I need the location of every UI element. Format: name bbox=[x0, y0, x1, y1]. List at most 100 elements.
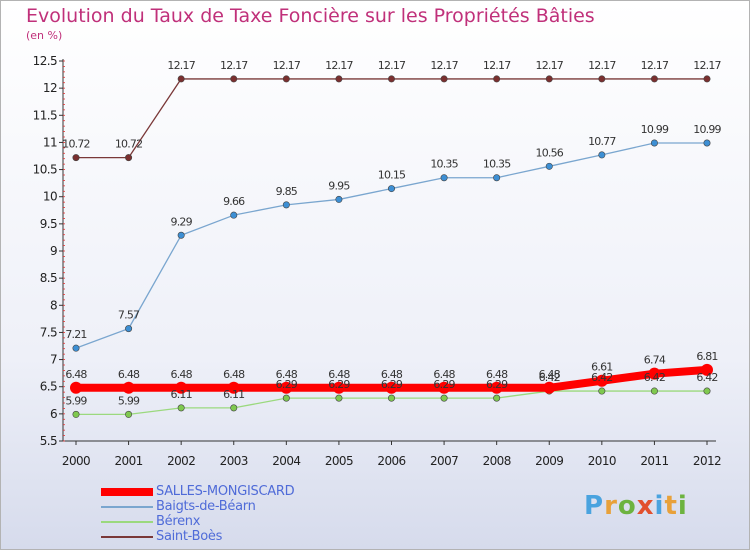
x-tick-label: 2011 bbox=[640, 454, 668, 468]
data-label: 6.42 bbox=[591, 371, 612, 384]
data-point bbox=[72, 154, 80, 162]
y-tick-label: 11 bbox=[43, 135, 57, 149]
y-tick-label: 10.5 bbox=[33, 163, 57, 177]
data-label: 12.17 bbox=[536, 59, 564, 72]
data-label: 6.42 bbox=[696, 371, 717, 384]
data-label: 9.95 bbox=[328, 179, 350, 192]
data-point bbox=[703, 139, 711, 147]
data-point bbox=[598, 387, 606, 395]
data-label: 6.42 bbox=[539, 371, 560, 384]
x-tick-label: 2000 bbox=[62, 454, 90, 468]
data-label: 6.29 bbox=[381, 378, 403, 391]
data-label: 6.61 bbox=[591, 361, 612, 374]
data-point bbox=[650, 387, 658, 395]
y-tick-label: 5.5 bbox=[40, 434, 57, 448]
data-point bbox=[701, 363, 713, 376]
logo-letter: t bbox=[664, 491, 678, 521]
data-point bbox=[282, 394, 290, 402]
data-label: 6.29 bbox=[328, 378, 350, 391]
data-label: 12.17 bbox=[430, 59, 458, 72]
legend-swatch bbox=[101, 488, 153, 496]
y-tick-label: 9 bbox=[50, 244, 57, 258]
x-tick-label: 2002 bbox=[167, 454, 195, 468]
data-label: 12.17 bbox=[693, 59, 721, 72]
data-point bbox=[598, 151, 606, 159]
data-point bbox=[438, 381, 451, 394]
data-label: 6.29 bbox=[486, 378, 508, 391]
x-tick-label: 2006 bbox=[377, 454, 405, 468]
logo-letter: r bbox=[604, 491, 618, 521]
x-tick-label: 2003 bbox=[220, 454, 248, 468]
data-point bbox=[387, 75, 395, 83]
data-label: 6.29 bbox=[433, 378, 455, 391]
data-label: 10.35 bbox=[430, 158, 458, 171]
data-label: 12.17 bbox=[483, 59, 511, 72]
logo-letter: x bbox=[636, 491, 655, 521]
data-point bbox=[650, 75, 658, 83]
data-point bbox=[230, 211, 238, 219]
data-label: 12.17 bbox=[273, 59, 301, 72]
data-point bbox=[335, 394, 343, 402]
logo-letter: i bbox=[654, 491, 665, 521]
data-point bbox=[387, 394, 395, 402]
y-tick-label: 6.5 bbox=[40, 380, 57, 394]
y-tick-label: 7 bbox=[50, 353, 57, 367]
data-label: 6.48 bbox=[539, 368, 561, 381]
data-label: 12.17 bbox=[325, 59, 353, 72]
data-point bbox=[122, 381, 135, 394]
data-point bbox=[230, 404, 238, 412]
data-label: 12.17 bbox=[641, 59, 669, 72]
data-label: 10.56 bbox=[536, 146, 564, 159]
data-point bbox=[282, 75, 290, 83]
data-label: 6.48 bbox=[381, 368, 403, 381]
data-point bbox=[595, 374, 608, 387]
data-point bbox=[545, 162, 553, 170]
data-point bbox=[125, 410, 133, 418]
data-label: 6.48 bbox=[171, 368, 193, 381]
data-label: 10.15 bbox=[378, 169, 406, 182]
x-tick-label: 2012 bbox=[693, 454, 721, 468]
data-label: 10.99 bbox=[693, 123, 721, 136]
data-point bbox=[385, 381, 398, 394]
logo-letter: P bbox=[584, 491, 605, 521]
chart-title: Evolution du Taux de Taxe Foncière sur l… bbox=[26, 5, 595, 27]
data-point bbox=[703, 75, 711, 83]
data-point bbox=[493, 394, 501, 402]
data-point bbox=[230, 75, 238, 83]
logo-letter: i bbox=[677, 491, 688, 521]
x-tick-label: 2005 bbox=[325, 454, 353, 468]
data-label: 6.74 bbox=[644, 354, 666, 367]
data-point bbox=[282, 201, 290, 209]
legend-label: Saint-Boès bbox=[156, 529, 223, 544]
data-label: 6.48 bbox=[65, 368, 87, 381]
data-label: 12.17 bbox=[167, 59, 195, 72]
y-tick-label: 9.5 bbox=[40, 217, 57, 231]
logo-letter: o bbox=[617, 491, 637, 521]
data-point bbox=[125, 325, 133, 333]
y-tick-label: 6 bbox=[50, 407, 57, 421]
data-label: 6.11 bbox=[171, 388, 192, 401]
x-tick-label: 2004 bbox=[272, 454, 300, 468]
data-point bbox=[440, 75, 448, 83]
legend-swatch bbox=[101, 536, 153, 538]
data-label: 12.17 bbox=[378, 59, 406, 72]
data-label: 5.99 bbox=[65, 394, 87, 407]
data-label: 6.48 bbox=[433, 368, 455, 381]
data-point bbox=[280, 381, 293, 394]
data-label: 6.42 bbox=[644, 371, 665, 384]
data-label: 6.48 bbox=[486, 368, 508, 381]
data-point bbox=[493, 75, 501, 83]
legend-swatch bbox=[101, 506, 153, 508]
data-label: 10.35 bbox=[483, 158, 511, 171]
x-tick-label: 2001 bbox=[115, 454, 143, 468]
data-label: 12.17 bbox=[588, 59, 616, 72]
data-label: 7.21 bbox=[65, 328, 86, 341]
data-point bbox=[703, 387, 711, 395]
data-label: 6.81 bbox=[696, 350, 717, 363]
y-tick-label: 7.5 bbox=[40, 325, 57, 339]
data-label: 6.48 bbox=[276, 368, 298, 381]
data-label: 6.11 bbox=[223, 388, 244, 401]
data-point bbox=[332, 381, 345, 394]
